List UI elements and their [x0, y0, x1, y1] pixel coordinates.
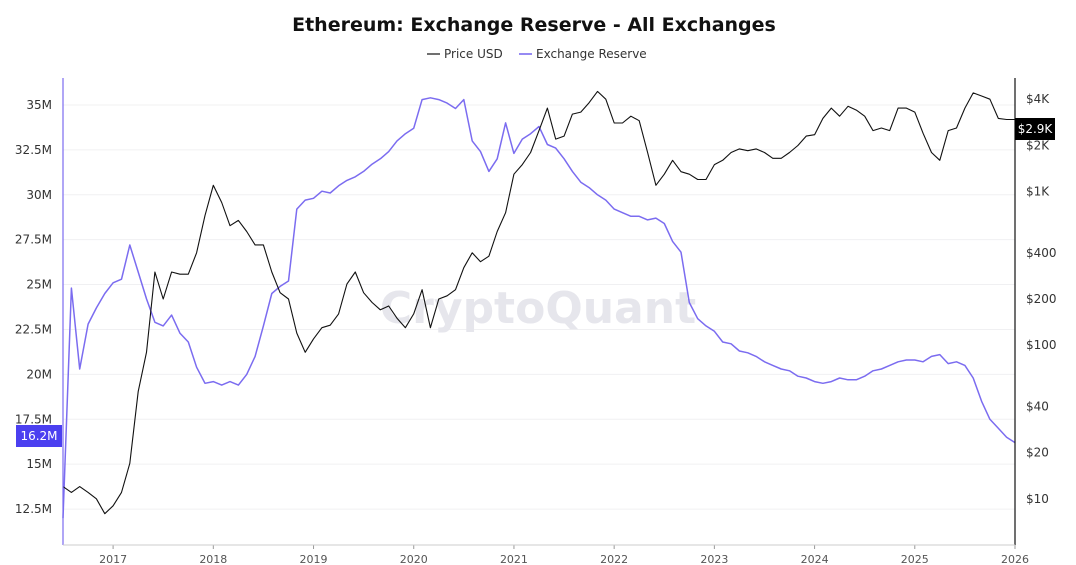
x-tick-label: 2017 [99, 553, 127, 565]
x-tick-label: 2025 [901, 553, 929, 565]
y-left-tick-label: 30M [26, 188, 52, 202]
x-tick-label: 2026 [1001, 553, 1029, 565]
x-tick-label: 2019 [300, 553, 328, 565]
y-right-tick-label: $10 [1026, 492, 1049, 506]
x-tick-label: 2018 [199, 553, 227, 565]
y-right-tick-label: $20 [1026, 446, 1049, 460]
y-right-tick-label: $2K [1026, 138, 1050, 152]
y-left-tick-label: 35M [26, 98, 52, 112]
chart-title: Ethereum: Exchange Reserve - All Exchang… [292, 14, 776, 36]
y-right-tick-label: $200 [1026, 292, 1057, 306]
series-layer [62, 90, 1016, 519]
legend-label-price: Price USD [444, 47, 503, 61]
legend-item-reserve[interactable]: Exchange Reserve [519, 47, 647, 61]
y-left-tick-label: 15M [26, 457, 52, 471]
y-left-tick-label: 17.5M [15, 412, 52, 426]
axis-layer: 12.5M 15M 17.5M 20M 22.5M 25M 27.5M 30M 32.5M 35M… [15, 78, 1057, 565]
x-tick-label: 2021 [500, 553, 528, 565]
y-right-tick-label: $4K [1026, 92, 1050, 106]
current-price-badge-bg [1015, 118, 1055, 140]
x-tick-label: 2024 [801, 553, 829, 565]
y-right-tick-label: $40 [1026, 399, 1049, 413]
legend: Price USD Exchange Reserve [427, 47, 647, 61]
y-left-tick-label: 22.5M [15, 322, 52, 336]
current-price-value: $2.9K [1018, 122, 1054, 136]
legend-item-price[interactable]: Price USD [427, 47, 503, 61]
y-left-tick-label: 12.5M [15, 502, 52, 516]
x-tick-label: 2020 [400, 553, 428, 565]
legend-label-reserve: Exchange Reserve [536, 47, 647, 61]
y-right-tick-label: $1K [1026, 185, 1050, 199]
gridlines [63, 104, 1015, 510]
y-left-tick-label: 27.5M [15, 233, 52, 247]
current-reserve-badge: 16.2M [16, 425, 62, 447]
series-line-price-usd [62, 90, 1015, 515]
x-tick-label: 2023 [700, 553, 728, 565]
y-right-tick-label: $100 [1026, 338, 1057, 352]
y-left-tick-label: 20M [26, 367, 52, 381]
watermark: CryptoQuant [380, 283, 696, 334]
current-reserve-badge-bg [16, 425, 62, 447]
y-right-tick-label: $400 [1026, 246, 1057, 260]
y-left-tick-label: 32.5M [15, 143, 52, 157]
current-price-badge: $2.9K [1015, 118, 1055, 140]
current-reserve-value: 16.2M [20, 429, 57, 443]
x-tick-label: 2022 [600, 553, 628, 565]
y-left-tick-label: 25M [26, 278, 52, 292]
series-line-exchange-reserve [62, 97, 1016, 519]
